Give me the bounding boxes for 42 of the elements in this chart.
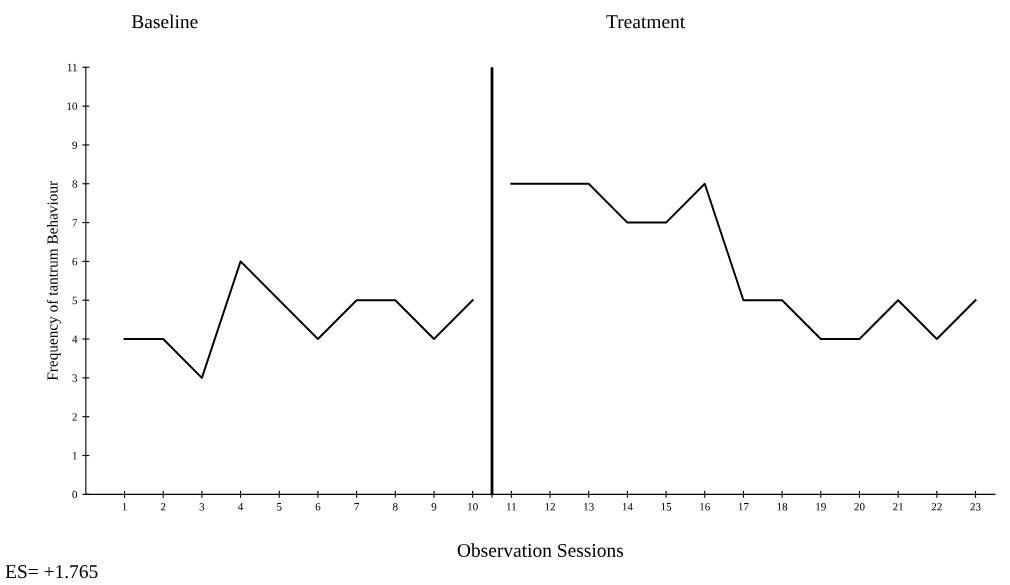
x-tick-label: 1 [122, 503, 127, 511]
y-tick-label: 10 [67, 102, 78, 111]
x-tick-label: 18 [777, 502, 788, 511]
x-tick-label: 3 [199, 503, 205, 511]
y-axis-title: Frequency of tantrum Behaviour [46, 181, 61, 381]
x-tick-label: 16 [700, 503, 710, 511]
line-series [123, 260, 474, 379]
x-tick-label: 10 [468, 502, 478, 511]
y-tick-label: 7 [72, 219, 78, 227]
x-tick-label: 4 [238, 503, 244, 511]
x-tick-label: 20 [854, 502, 865, 511]
x-tick-label: 19 [816, 503, 826, 511]
y-tick-label: 3 [72, 374, 78, 382]
x-tick-label: 22 [931, 503, 942, 511]
x-axis-title: Observation Sessions [457, 543, 624, 557]
x-tick-label: 2 [160, 503, 166, 511]
y-tick-label: 0 [72, 490, 78, 499]
x-tick-label: 9 [431, 503, 437, 511]
y-tick-label: 5 [72, 296, 78, 305]
x-tick-label: 6 [315, 503, 321, 511]
y-tick-label: 6 [72, 257, 78, 266]
x-tick-label: 13 [584, 503, 594, 511]
x-tick-label: 12 [545, 503, 555, 511]
x-tick-label: 23 [970, 503, 981, 511]
x-tick-label: 11 [506, 503, 517, 511]
text: ES= +1.765 [5, 565, 98, 579]
y-tick-label: 9 [72, 141, 78, 149]
x-tick-label: 14 [622, 503, 633, 511]
line-series [510, 182, 977, 340]
x-tick-label: 15 [661, 503, 672, 511]
x-tick-label: 17 [738, 503, 749, 511]
x-tick-label: 21 [893, 503, 904, 511]
text: Treatment [606, 15, 686, 29]
y-tick-label: 8 [72, 180, 78, 188]
x-tick-label: 8 [392, 502, 398, 511]
text: Baseline [131, 14, 198, 29]
y-tick-label: 2 [72, 413, 77, 421]
y-tick-label: 1 [72, 452, 77, 460]
x-tick-label: 5 [277, 503, 282, 511]
x-tick-label: 7 [354, 503, 360, 511]
y-tick-label: 11 [67, 63, 77, 72]
y-tick-label: 4 [72, 335, 78, 343]
